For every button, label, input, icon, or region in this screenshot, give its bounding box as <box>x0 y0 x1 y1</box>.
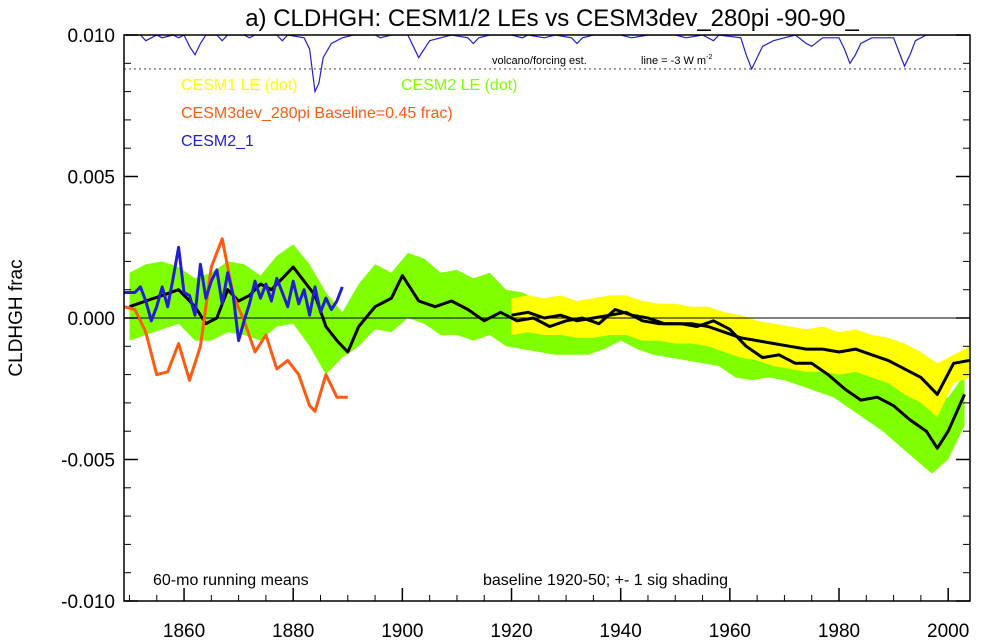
series-layer <box>124 35 970 450</box>
x-tick-label: 1960 <box>709 621 751 641</box>
legend-cesm1: CESM1 LE (dot) <box>181 77 297 94</box>
cesm2-mean-line <box>129 265 966 450</box>
baseline-note: baseline 1920-50; +- 1 sig shading <box>483 572 728 589</box>
volcano-line-text: line = -3 W m <box>641 55 706 67</box>
y-tick-label: 0.000 <box>67 309 115 330</box>
x-tick-label: 1980 <box>818 621 860 641</box>
y-tick-label: -0.010 <box>61 592 115 613</box>
cesm3dev-line <box>124 237 348 413</box>
chart-title: a) CLDHGH: CESM1/2 LEs vs CESM3dev_280pi… <box>245 5 859 32</box>
cesm2-1-line <box>124 245 344 343</box>
x-axis: 1860 1880 1900 1920 1940 1960 1980 2000 <box>128 588 969 641</box>
cesm1-band <box>511 295 970 417</box>
y-axis: 0.010 0.005 0.000 -0.005 -0.010 <box>61 26 970 613</box>
y-tick-label: 0.005 <box>67 168 115 189</box>
volcano-line-label: line = -3 W m-2 <box>641 54 712 67</box>
legend-cesm2-1: CESM2_1 <box>181 133 254 150</box>
y-tick-label: -0.005 <box>61 451 115 472</box>
bands-layer <box>129 244 970 474</box>
running-means-note: 60-mo running means <box>153 572 309 589</box>
x-tick-label: 1860 <box>163 621 205 641</box>
x-tick-label: 1940 <box>600 621 642 641</box>
y-axis-title: CLDHGH frac <box>6 259 27 376</box>
x-tick-label: 2000 <box>927 621 969 641</box>
cesm1-mean-line <box>511 310 970 396</box>
x-tick-label: 1920 <box>490 621 532 641</box>
legend-cesm3dev: CESM3dev_280pi Baseline=0.45 frac) <box>181 105 453 122</box>
x-tick-label: 1900 <box>381 621 423 641</box>
volcano-label: volcano/forcing est. <box>492 55 587 67</box>
volcano-forcing-line <box>124 35 970 94</box>
legend-cesm2: CESM2 LE (dot) <box>401 77 517 94</box>
x-tick-label: 1880 <box>272 621 314 641</box>
volcano-line-superscript: -2 <box>706 54 712 61</box>
y-tick-label: 0.010 <box>67 26 115 47</box>
